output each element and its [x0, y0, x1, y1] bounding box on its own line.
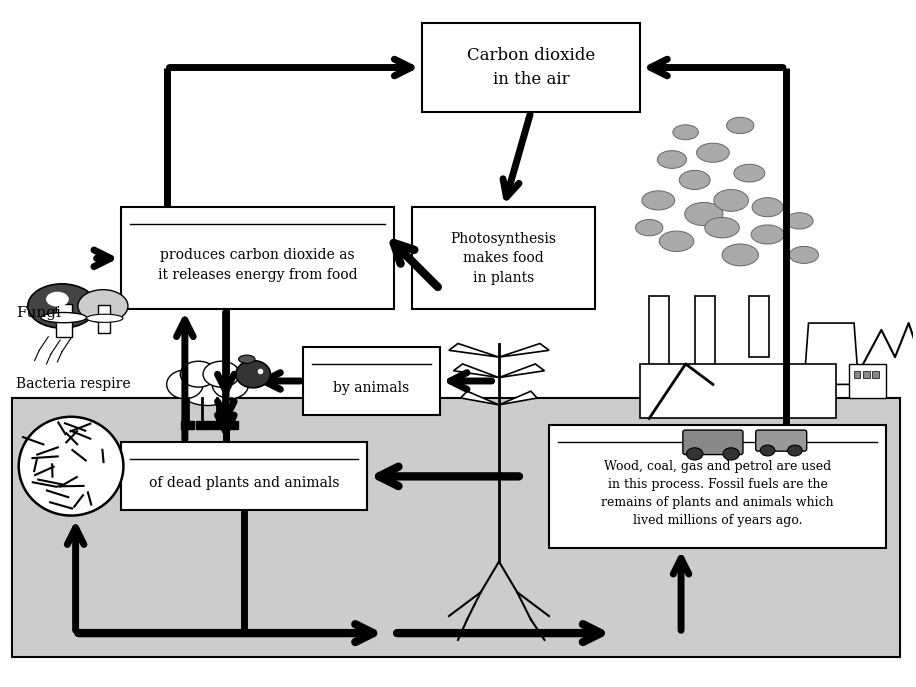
Ellipse shape [734, 164, 765, 182]
Text: Wood, coal, gas and petrol are used
in this process. Fossil fuels are the
remain: Wood, coal, gas and petrol are used in t… [601, 460, 834, 527]
Bar [56, 304, 72, 337]
Polygon shape [499, 391, 537, 405]
Ellipse shape [786, 213, 813, 229]
Ellipse shape [78, 290, 128, 322]
Text: Carbon dioxide
in the air: Carbon dioxide in the air [467, 47, 595, 88]
Ellipse shape [178, 370, 237, 405]
Ellipse shape [238, 355, 255, 363]
Circle shape [686, 448, 703, 460]
Ellipse shape [642, 191, 675, 210]
Ellipse shape [658, 150, 686, 168]
Text: Photosynthesis
makes food
in plants: Photosynthesis makes food in plants [451, 232, 557, 285]
Bar [12, 398, 900, 657]
Bar [98, 304, 110, 333]
Bar [121, 442, 367, 510]
Ellipse shape [673, 125, 698, 139]
Circle shape [788, 445, 802, 456]
Bar [640, 364, 835, 418]
Ellipse shape [46, 292, 69, 306]
Circle shape [723, 448, 739, 460]
Text: Fungi: Fungi [16, 306, 61, 320]
Ellipse shape [714, 190, 748, 212]
Ellipse shape [213, 370, 248, 398]
Bar [863, 371, 869, 378]
Ellipse shape [696, 143, 729, 162]
Ellipse shape [18, 417, 124, 515]
Text: Bacteria respire: Bacteria respire [16, 377, 131, 392]
Ellipse shape [167, 370, 203, 398]
Circle shape [760, 445, 775, 456]
Ellipse shape [203, 361, 239, 387]
Ellipse shape [27, 284, 96, 328]
Ellipse shape [180, 361, 217, 387]
Ellipse shape [660, 231, 693, 251]
Ellipse shape [726, 117, 754, 133]
Bar [549, 425, 886, 548]
Text: of dead plants and animals: of dead plants and animals [148, 476, 339, 491]
Bar [854, 371, 860, 378]
Ellipse shape [680, 170, 710, 190]
Ellipse shape [684, 203, 723, 225]
Ellipse shape [704, 217, 739, 238]
Bar [196, 420, 209, 429]
Polygon shape [804, 323, 858, 385]
Text: produces carbon dioxide as
it releases energy from food: produces carbon dioxide as it releases e… [158, 249, 357, 282]
Bar [649, 296, 670, 385]
Bar [694, 296, 714, 405]
Bar [849, 364, 886, 398]
Bar [749, 296, 769, 357]
Bar [181, 420, 194, 429]
FancyBboxPatch shape [756, 430, 807, 451]
Ellipse shape [235, 361, 270, 387]
Text: by animals: by animals [333, 381, 409, 395]
Bar [211, 420, 224, 429]
Bar [872, 371, 878, 378]
Polygon shape [499, 344, 549, 357]
Ellipse shape [752, 198, 783, 217]
Polygon shape [499, 364, 544, 378]
Ellipse shape [722, 244, 758, 266]
Bar [121, 207, 394, 309]
FancyBboxPatch shape [683, 430, 743, 455]
Bar [303, 347, 440, 415]
Bar [412, 207, 594, 309]
Ellipse shape [751, 225, 784, 244]
Polygon shape [461, 391, 499, 405]
Bar [225, 420, 237, 429]
Ellipse shape [41, 313, 86, 323]
Ellipse shape [86, 314, 123, 322]
Polygon shape [453, 364, 499, 378]
Ellipse shape [790, 247, 819, 263]
Ellipse shape [636, 219, 663, 236]
Bar [421, 23, 640, 112]
Polygon shape [449, 344, 499, 357]
